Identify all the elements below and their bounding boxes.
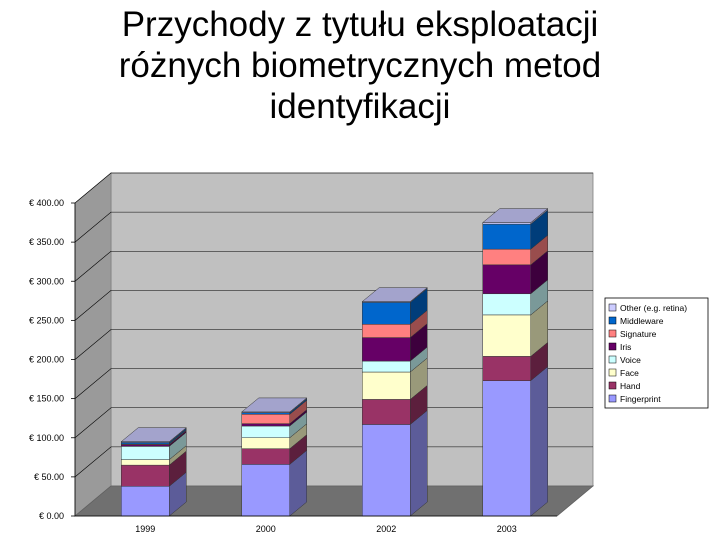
- bar-segment: [482, 234, 548, 266]
- legend-label: Face: [620, 368, 639, 378]
- bar-segment-front: [241, 448, 290, 465]
- legend-swatch: [608, 303, 617, 312]
- x-axis-categories: 1999 2000 2002 2003: [135, 524, 517, 534]
- slide-title: Przychody z tytułu eksploatacji różnych …: [60, 4, 660, 127]
- bar-segment-front: [241, 464, 290, 517]
- legend-label: Iris: [620, 342, 631, 352]
- legend-label: Fingerprint: [620, 394, 661, 404]
- chart-legend: Other (e.g. retina) Middleware Signature Ir…: [604, 297, 709, 409]
- bar-segment-front: [482, 293, 531, 316]
- bar-segment-front: [362, 302, 411, 325]
- y-tick-label: € 100.00: [29, 433, 64, 443]
- bar-segment: [362, 309, 428, 339]
- legend-swatch: [608, 368, 617, 377]
- bar-segment: [482, 341, 548, 382]
- legend-swatch: [608, 381, 617, 390]
- bar-top-face: [482, 208, 549, 223]
- gridline: [74, 407, 593, 438]
- bar-segment-front: [362, 324, 411, 338]
- y-tick-label: € 350.00: [29, 237, 64, 247]
- bar-segment: [362, 409, 428, 517]
- title-line-1: Przychody z tytułu eksploatacji: [121, 5, 599, 44]
- bar-segment: [482, 366, 548, 517]
- bar-segment-side: [530, 366, 548, 517]
- y-tick-label: € 200.00: [29, 355, 64, 365]
- legend-label: Other (e.g. retina): [620, 303, 687, 313]
- y-tick-label: € 150.00: [29, 394, 64, 404]
- bar-segment-front: [482, 356, 531, 381]
- bar-segment-front: [362, 371, 411, 400]
- bar-segment: [241, 434, 307, 465]
- gridline: [74, 290, 593, 321]
- bar-segment-front: [241, 437, 290, 449]
- bar-segment-front: [121, 486, 170, 517]
- bar-segment: [482, 250, 548, 295]
- bar-segment: [241, 449, 307, 517]
- legend-swatch: [608, 316, 617, 325]
- legend-label: Middleware: [620, 316, 664, 326]
- bar-segment-front: [362, 360, 411, 373]
- bar-segment-front: [482, 223, 531, 250]
- bar-segment: [362, 323, 428, 362]
- bar-top-face: [241, 397, 308, 413]
- legend-swatch: [608, 394, 617, 403]
- bar-segment: [482, 209, 548, 250]
- bar-segment: [121, 471, 187, 517]
- x-category-label: 1999: [135, 524, 155, 534]
- legend-swatch: [608, 342, 617, 351]
- bar-segment-front: [121, 459, 170, 466]
- title-line-2: różnych biometrycznych metod: [118, 46, 602, 85]
- bar-segment: [362, 384, 428, 425]
- bar-segment-front: [121, 464, 170, 487]
- bar-top-face: [120, 427, 187, 442]
- bar-segment-front: [482, 314, 531, 357]
- chart-gridlines: [74, 172, 593, 478]
- y-tick-label: € 400.00: [29, 198, 64, 208]
- bar-segment-front: [241, 414, 290, 424]
- title-line-3: identyfikacji: [269, 87, 451, 126]
- y-tick-label: € 250.00: [29, 315, 64, 325]
- bar-segment: [121, 450, 187, 487]
- bar-segment-front: [482, 380, 531, 517]
- gridline: [74, 329, 593, 360]
- legend-label: Signature: [620, 329, 657, 339]
- x-category-label: 2003: [497, 524, 517, 534]
- y-tick-label: € 300.00: [29, 276, 64, 286]
- bar-segment: [482, 279, 548, 316]
- legend-label: Hand: [620, 381, 641, 391]
- y-tick-label: € 0.00: [39, 511, 64, 521]
- y-axis-ticks: € 0.00 € 50.00 € 100.00 € 150.00 € 200.00 € 2…: [29, 198, 557, 521]
- gridline: [74, 368, 593, 399]
- bar-segment: [362, 357, 428, 400]
- bar-segment-front: [482, 264, 531, 295]
- bar-segment-front: [121, 446, 170, 460]
- legend-label: Voice: [620, 355, 641, 365]
- x-category-label: 2000: [256, 524, 276, 534]
- legend-box: [604, 297, 709, 409]
- bar-segment-front: [362, 337, 411, 362]
- bar-top-face: [361, 287, 428, 302]
- bar-segment-front: [241, 425, 290, 439]
- legend-swatch: [608, 329, 617, 338]
- gridline: [74, 172, 593, 204]
- bar-segment-side: [410, 409, 428, 517]
- y-tick-label: € 50.00: [34, 472, 64, 482]
- bar-segment: [362, 287, 428, 325]
- gridline: [74, 211, 593, 243]
- x-category-label: 2002: [376, 524, 396, 534]
- gridline: [74, 250, 593, 282]
- bar-segment-front: [482, 248, 531, 266]
- bar-segment-front: [241, 423, 290, 427]
- legend-swatch: [608, 355, 617, 364]
- bar-segment-front: [362, 424, 411, 517]
- gridline: [74, 446, 593, 478]
- bar-segment-front: [362, 399, 411, 425]
